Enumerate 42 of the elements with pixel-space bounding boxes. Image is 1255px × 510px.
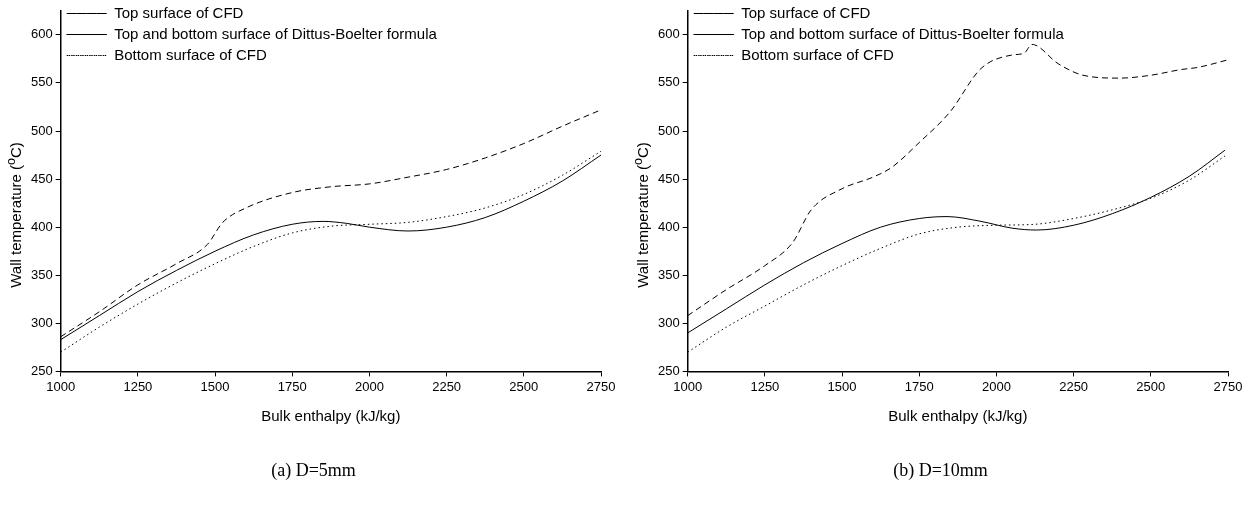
y-tick-label: 550 [30,74,53,90]
y-tick-label: 350 [657,266,680,282]
y-tick-label: 450 [657,170,680,186]
x-axis-title: Bulk enthalpy (kJ/kg) [261,407,401,425]
y-tick-label: 400 [657,218,680,234]
x-tick-label: 1250 [750,378,780,394]
x-tick-label: 2250 [432,378,462,394]
y-tick-label: 300 [657,314,680,330]
y-tick-label: 500 [657,122,680,138]
x-tick-label: 2000 [354,378,384,394]
x-tick-label: 2750 [586,378,616,394]
y-tick-label: 500 [30,122,53,138]
y-tick-label: 400 [30,218,53,234]
y-tick-label: 250 [30,362,53,378]
x-tick-label: 1000 [673,378,703,394]
x-tick-label: 2500 [1136,378,1166,394]
y-tick-label: 450 [30,170,53,186]
x-tick-label: 2250 [1059,378,1089,394]
y-tick-label: 550 [657,74,680,90]
x-tick-label: 1750 [904,378,934,394]
legend-label: Top surface of CFD [741,3,871,21]
y-tick-label: 300 [30,314,53,330]
y-tick-label: 600 [657,26,680,42]
x-tick-label: 1000 [46,378,76,394]
y-tick-label: 350 [30,266,53,282]
legend-label: Top surface of CFD [114,3,244,21]
legend-label: Top and bottom surface of Dittus-Boelter formula [114,24,438,42]
x-tick-label: 2750 [1213,378,1243,394]
y-tick-label: 250 [657,362,680,378]
x-tick-label: 1750 [277,378,307,394]
legend-label: Top and bottom surface of Dittus-Boelter formula [741,24,1065,42]
x-tick-label: 1500 [200,378,230,394]
x-tick-label: 1500 [827,378,857,394]
legend-label: Bottom surface of CFD [114,45,267,63]
text: (a) D=5mm [270,460,357,481]
y-tick-label: 600 [30,26,53,42]
x-axis-title: Bulk enthalpy (kJ/kg) [888,407,1028,425]
x-tick-label: 1250 [123,378,153,394]
text: (b) D=10mm [892,460,989,481]
x-tick-label: 2000 [981,378,1011,394]
legend-label: Bottom surface of CFD [741,45,894,63]
x-tick-label: 2500 [509,378,539,394]
